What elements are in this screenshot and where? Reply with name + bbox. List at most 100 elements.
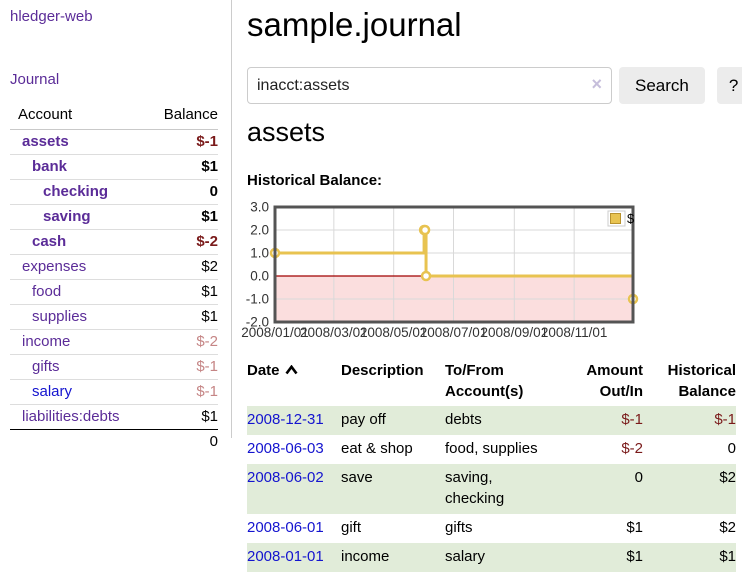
- account-row: checking 0: [10, 179, 218, 205]
- account-link[interactable]: checking: [43, 183, 109, 200]
- transaction-balance: $2: [719, 519, 736, 536]
- y-axis-tick-label: 1.0: [250, 246, 269, 261]
- transaction-accounts: gifts: [445, 519, 473, 536]
- account-row: supplies $1: [10, 304, 218, 330]
- clear-search-icon[interactable]: ×: [591, 74, 602, 94]
- transaction-row: 2008-01-01 income salary $1 $1: [247, 543, 736, 572]
- account-link[interactable]: gifts: [32, 358, 60, 375]
- chart-label: Historical Balance:: [247, 172, 383, 189]
- transaction-row: 2008-06-02 save saving, checking 0 $2: [247, 464, 736, 514]
- register-table: Date Description To/From Account(s) Amou…: [247, 357, 736, 572]
- search-bar: × Search ?: [247, 67, 742, 104]
- search-input-wrap: ×: [247, 67, 612, 104]
- account-row: assets $-1: [10, 130, 218, 155]
- transaction-description: save: [341, 469, 373, 486]
- accounts-total: 0: [142, 429, 218, 454]
- transaction-description: income: [341, 548, 390, 565]
- legend-swatch: [610, 213, 621, 224]
- account-balance: $-1: [196, 133, 218, 150]
- transaction-amount: 0: [634, 469, 643, 486]
- search-input[interactable]: [247, 67, 612, 104]
- transaction-description: gift: [341, 519, 362, 536]
- transaction-description: pay off: [341, 411, 386, 428]
- account-link[interactable]: liabilities:debts: [22, 408, 120, 425]
- transaction-amount: $-2: [621, 440, 643, 457]
- y-axis-tick-label: -1.0: [246, 292, 269, 307]
- historical-balance-chart: $3.0 2.0 1.0 0.0 -1.0 -2.02008/01/012008/03/0…: [241, 200, 639, 340]
- account-link[interactable]: supplies: [32, 308, 88, 325]
- sort-ascending-icon[interactable]: [284, 364, 298, 375]
- y-axis-tick-label: 2.0: [250, 223, 269, 238]
- account-row: expenses $2: [10, 254, 218, 280]
- account-row: food $1: [10, 279, 218, 305]
- main-content: sample.journal × Search ? assets Histori…: [241, 0, 742, 582]
- transaction-accounts: salary: [445, 548, 486, 565]
- transaction-balance: $2: [719, 469, 736, 486]
- x-axis-tick-label: 2008/03/01: [300, 325, 368, 340]
- account-balance: $1: [142, 279, 218, 305]
- account-balance: $1: [142, 154, 218, 180]
- account-row: bank $1: [10, 154, 218, 180]
- transaction-accounts: food, supplies: [445, 440, 538, 457]
- page-title: sample.journal: [247, 6, 462, 43]
- search-button[interactable]: Search: [619, 67, 705, 104]
- account-link[interactable]: expenses: [22, 258, 87, 275]
- account-heading: assets: [247, 117, 326, 147]
- transaction-date-link[interactable]: 2008-12-31: [247, 411, 324, 428]
- legend-label: $: [627, 211, 635, 226]
- account-balance: $1: [142, 304, 218, 330]
- transaction-balance: $-1: [714, 411, 736, 428]
- help-button[interactable]: ?: [716, 67, 742, 104]
- transaction-date-link[interactable]: 2008-06-02: [247, 469, 324, 486]
- chart-border: [273, 205, 635, 324]
- account-balance: $-1: [142, 379, 218, 405]
- account-link[interactable]: food: [32, 283, 62, 300]
- account-link[interactable]: saving: [43, 208, 91, 225]
- transaction-accounts: debts: [445, 411, 482, 428]
- accounts-column-header: To/From Account(s): [445, 362, 524, 400]
- data-point-marker: [419, 224, 431, 236]
- x-axis-tick-label: 2008/09/01: [481, 325, 549, 340]
- account-row: gifts $-1: [10, 354, 218, 380]
- transaction-accounts: saving, checking: [445, 469, 505, 507]
- account-link[interactable]: income: [22, 333, 71, 350]
- account-link[interactable]: bank: [32, 158, 68, 175]
- account-balance: $-1: [142, 354, 218, 380]
- balance-column-header: Balance: [142, 102, 218, 130]
- transaction-date-link[interactable]: 2008-06-03: [247, 440, 324, 457]
- transaction-amount: $1: [626, 548, 643, 565]
- accounts-header-row: Account Balance: [10, 102, 218, 130]
- data-point-marker: [420, 270, 432, 282]
- transaction-description: eat & shop: [341, 440, 413, 457]
- account-balance: $2: [142, 254, 218, 280]
- transaction-amount: $1: [626, 519, 643, 536]
- sidebar: hledger-web Journal Account Balance asse…: [0, 0, 232, 454]
- transaction-row: 2008-06-01 gift gifts $1 $2: [247, 514, 736, 543]
- transaction-date-link[interactable]: 2008-01-01: [247, 548, 324, 565]
- accounts-total-row: 0: [10, 429, 218, 454]
- accounts-table: Account Balance assets $-1 bank $1 checking 0…: [10, 102, 218, 454]
- account-row: saving $1: [10, 204, 218, 230]
- balance-column-header: Historical Balance: [667, 362, 736, 400]
- account-balance: $1: [142, 204, 218, 230]
- y-axis-tick-label: 0.0: [250, 269, 269, 284]
- account-link[interactable]: cash: [32, 233, 67, 250]
- x-axis-tick-label: 2008/11/01: [541, 325, 608, 340]
- register-header-row: Date Description To/From Account(s) Amou…: [247, 357, 736, 406]
- y-axis-tick-label: 3.0: [250, 200, 269, 215]
- x-axis-tick-label: 2008/07/01: [420, 325, 488, 340]
- account-row: liabilities:debts $1: [10, 404, 218, 430]
- account-row: cash $-2: [10, 229, 218, 255]
- app-title-link[interactable]: hledger-web: [10, 8, 93, 25]
- x-axis-tick-label: 2008/05/01: [360, 325, 428, 340]
- journal-link[interactable]: Journal: [10, 71, 60, 88]
- account-link[interactable]: salary: [32, 383, 73, 400]
- account-balance: $1: [142, 404, 218, 430]
- transaction-date-link[interactable]: 2008-06-01: [247, 519, 324, 536]
- date-column-header[interactable]: Date: [247, 357, 341, 406]
- y-axis-tick-label: -2.0: [246, 315, 269, 330]
- amount-column-header: Amount Out/In: [586, 362, 643, 400]
- account-balance: 0: [142, 179, 218, 205]
- account-link[interactable]: assets: [22, 133, 69, 150]
- transaction-balance: $1: [719, 548, 736, 565]
